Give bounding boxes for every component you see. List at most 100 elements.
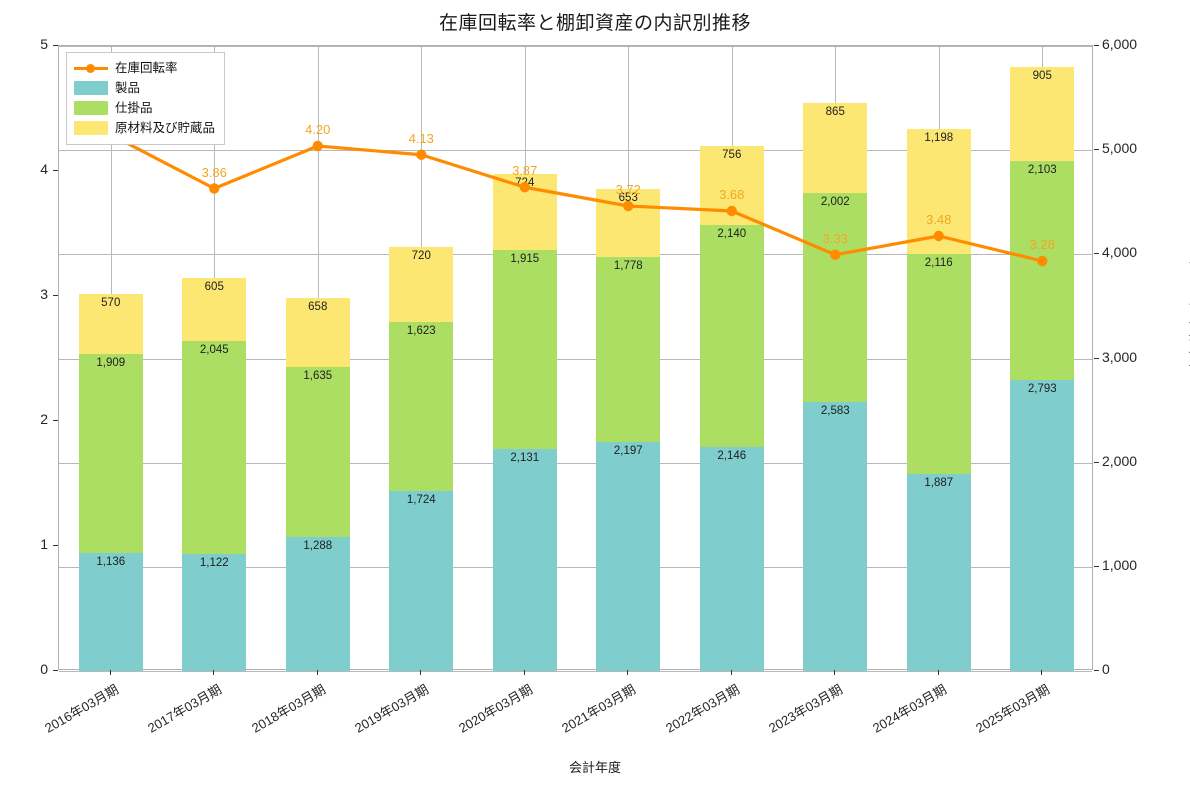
line-point-marker[interactable] [209, 183, 220, 194]
bar-segment[interactable] [492, 449, 557, 671]
bar-segment[interactable] [389, 491, 454, 671]
x-axis-tick-label: 2023年03月期 [766, 681, 846, 736]
line-point-marker[interactable] [416, 149, 427, 160]
legend-color-swatch [74, 101, 108, 115]
x-axis-tick-label: 2022年03月期 [662, 681, 742, 736]
y-axis-left-tick-label: 2 [40, 411, 48, 427]
y-axis-left-tick-mark [53, 170, 58, 171]
y-axis-right-tick-label: 1,000 [1102, 556, 1138, 573]
bar-segment[interactable] [1010, 380, 1075, 671]
plot-area: 1,136 1,909 570 1,122 2,045 605 1,288 1,635 658 1… [58, 45, 1093, 672]
x-axis-tick-label: 2018年03月期 [248, 681, 328, 736]
bar-segment[interactable] [803, 103, 868, 194]
bar-segment[interactable] [78, 552, 143, 671]
legend-dot-icon [86, 64, 95, 73]
bar-segment[interactable] [285, 297, 350, 367]
y-axis-right-tick-label: 3,000 [1102, 348, 1138, 365]
chart-title: 在庫回転率と棚卸資産の内訳別推移 [438, 13, 751, 34]
x-axis-tick-mark [834, 670, 836, 675]
legend-label: 在庫回転率 [115, 60, 178, 75]
x-axis-tick-label: 2025年03月期 [973, 681, 1053, 736]
y-axis-left-tick-label: 4 [40, 161, 48, 177]
y-axis-right-tick-mark [1094, 45, 1099, 46]
bar-segment[interactable] [389, 247, 454, 323]
legend-item[interactable]: 仕掛品 [74, 98, 215, 118]
legend-label: 原材料及び貯蔵品 [115, 120, 216, 135]
line-point-marker[interactable] [726, 205, 737, 217]
y-axis-right-tick-mark [1094, 253, 1099, 255]
line-path [109, 133, 1044, 263]
bar-segment[interactable] [182, 554, 247, 671]
y-axis-right-tick-label: 0 [1102, 661, 1110, 677]
y-axis-left-tick-mark [53, 45, 58, 46]
y-axis-left-tick-mark [53, 670, 58, 671]
bar-segment[interactable] [78, 353, 143, 553]
x-axis-tick-mark [316, 670, 318, 675]
x-axis-tick-mark [109, 670, 111, 675]
legend-item[interactable]: 原材料及び貯蔵品 [74, 118, 215, 138]
line-point-marker[interactable] [312, 140, 323, 152]
gridline-horizontal [59, 254, 1092, 256]
gridline-horizontal [59, 566, 1092, 568]
gridline-horizontal [59, 150, 1092, 152]
bar-segment[interactable] [389, 322, 454, 492]
gridline-horizontal [59, 358, 1092, 360]
y-axis-left-tick-mark [53, 295, 58, 296]
bar-segment[interactable] [1010, 66, 1075, 161]
bar-segment[interactable] [596, 188, 661, 257]
bar-segment[interactable] [182, 341, 247, 555]
gridline-horizontal [59, 46, 1092, 47]
x-axis-tick-label: 2020年03月期 [455, 681, 535, 736]
bar-segment[interactable] [182, 278, 247, 342]
bar-segment[interactable] [285, 366, 350, 537]
y-axis-right-tick-label: 5,000 [1102, 140, 1138, 157]
x-axis-tick-mark [213, 670, 215, 675]
chart-legend[interactable]: 在庫回転率製品仕掛品原材料及び貯蔵品 [66, 52, 226, 145]
line-point-marker[interactable] [623, 200, 634, 212]
legend-color-swatch [74, 81, 108, 95]
bar-segment[interactable] [699, 224, 764, 448]
legend-item[interactable]: 製品 [74, 78, 215, 98]
bar-segment[interactable] [906, 254, 971, 475]
y-axis-right-tick-label: 4,000 [1102, 244, 1138, 261]
bar-segment[interactable] [596, 256, 661, 443]
y-axis-right-tick-mark [1094, 565, 1099, 567]
y-axis-left-tick-label: 5 [40, 36, 48, 52]
bar-segment[interactable] [285, 536, 350, 671]
line-point-marker[interactable] [830, 249, 841, 260]
legend-label: 仕掛品 [115, 100, 153, 115]
line-point-marker[interactable] [933, 230, 944, 242]
x-axis-label: 会計年度 [568, 760, 621, 775]
bar-segment[interactable] [699, 447, 764, 671]
bar-segment[interactable] [1010, 161, 1075, 381]
legend-label: 製品 [115, 80, 141, 95]
x-axis-tick-label: 2021年03月期 [559, 681, 639, 736]
bar-segment[interactable] [803, 401, 868, 671]
x-axis-tick-mark [937, 670, 939, 675]
y-axis-left-tick-label: 1 [40, 536, 48, 552]
bar-segment[interactable] [596, 442, 661, 671]
x-axis-tick-mark [627, 670, 629, 675]
x-axis-tick-mark [420, 670, 422, 675]
bar-segment[interactable] [492, 249, 557, 449]
x-axis-tick-mark [1041, 670, 1043, 675]
y-axis-left-tick-label: 3 [40, 286, 48, 302]
y-axis-right-tick-label: 6,000 [1102, 36, 1138, 52]
y-axis-right-tick-mark [1094, 670, 1099, 671]
line-point-marker[interactable] [1037, 255, 1048, 267]
legend-line-marker-icon [74, 61, 108, 75]
legend-item[interactable]: 在庫回転率 [74, 58, 215, 78]
x-axis-tick-label: 2017年03月期 [145, 681, 225, 736]
gridline-horizontal [59, 671, 1092, 672]
x-axis-tick-mark [730, 670, 732, 675]
bar-segment[interactable] [803, 193, 868, 402]
legend-color-swatch [74, 121, 108, 135]
bar-segment[interactable] [906, 474, 971, 671]
y-axis-right-label: 棚卸資産（百万円） [1186, 210, 1190, 410]
x-axis-tick-label: 2019年03月期 [352, 681, 432, 736]
x-axis-tick-label: 2024年03月期 [869, 681, 949, 736]
bar-segment[interactable] [78, 294, 143, 354]
line-point-marker[interactable] [519, 182, 530, 193]
y-axis-left-tick-label: 0 [40, 661, 48, 677]
y-axis-right-tick-mark [1094, 461, 1099, 463]
